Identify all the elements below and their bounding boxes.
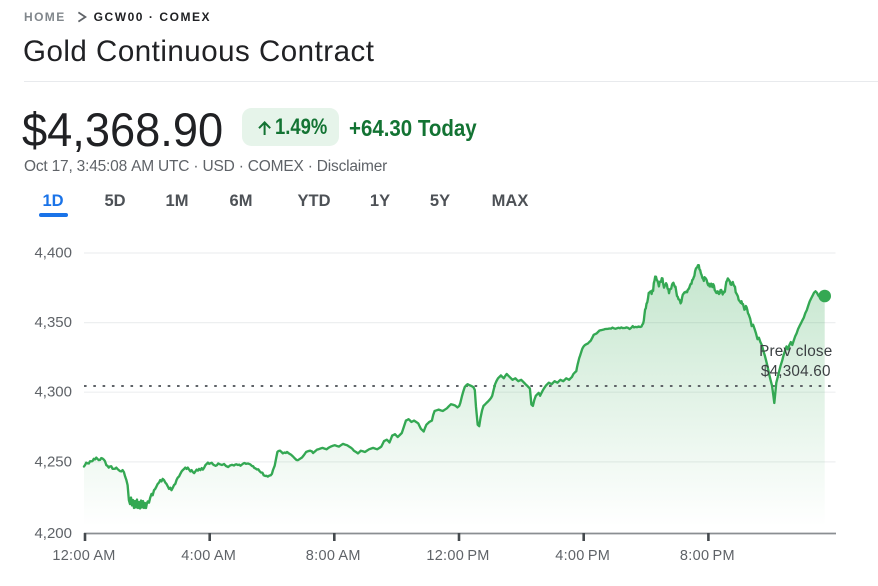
svg-text:8:00 PM: 8:00 PM (680, 548, 735, 564)
svg-text:8:00 AM: 8:00 AM (306, 548, 361, 564)
svg-text:4,400: 4,400 (34, 244, 72, 261)
svg-text:4,350: 4,350 (34, 314, 72, 331)
svg-text:$4,304.60: $4,304.60 (761, 363, 831, 380)
svg-text:4:00 PM: 4:00 PM (555, 548, 610, 564)
svg-text:12:00 AM: 12:00 AM (52, 548, 115, 564)
svg-text:4:00 AM: 4:00 AM (181, 548, 236, 564)
svg-text:Prev close: Prev close (759, 343, 832, 360)
svg-text:4,300: 4,300 (34, 384, 72, 401)
svg-text:4,200: 4,200 (34, 525, 72, 542)
svg-text:12:00 PM: 12:00 PM (426, 548, 489, 564)
svg-text:4,250: 4,250 (34, 453, 72, 470)
